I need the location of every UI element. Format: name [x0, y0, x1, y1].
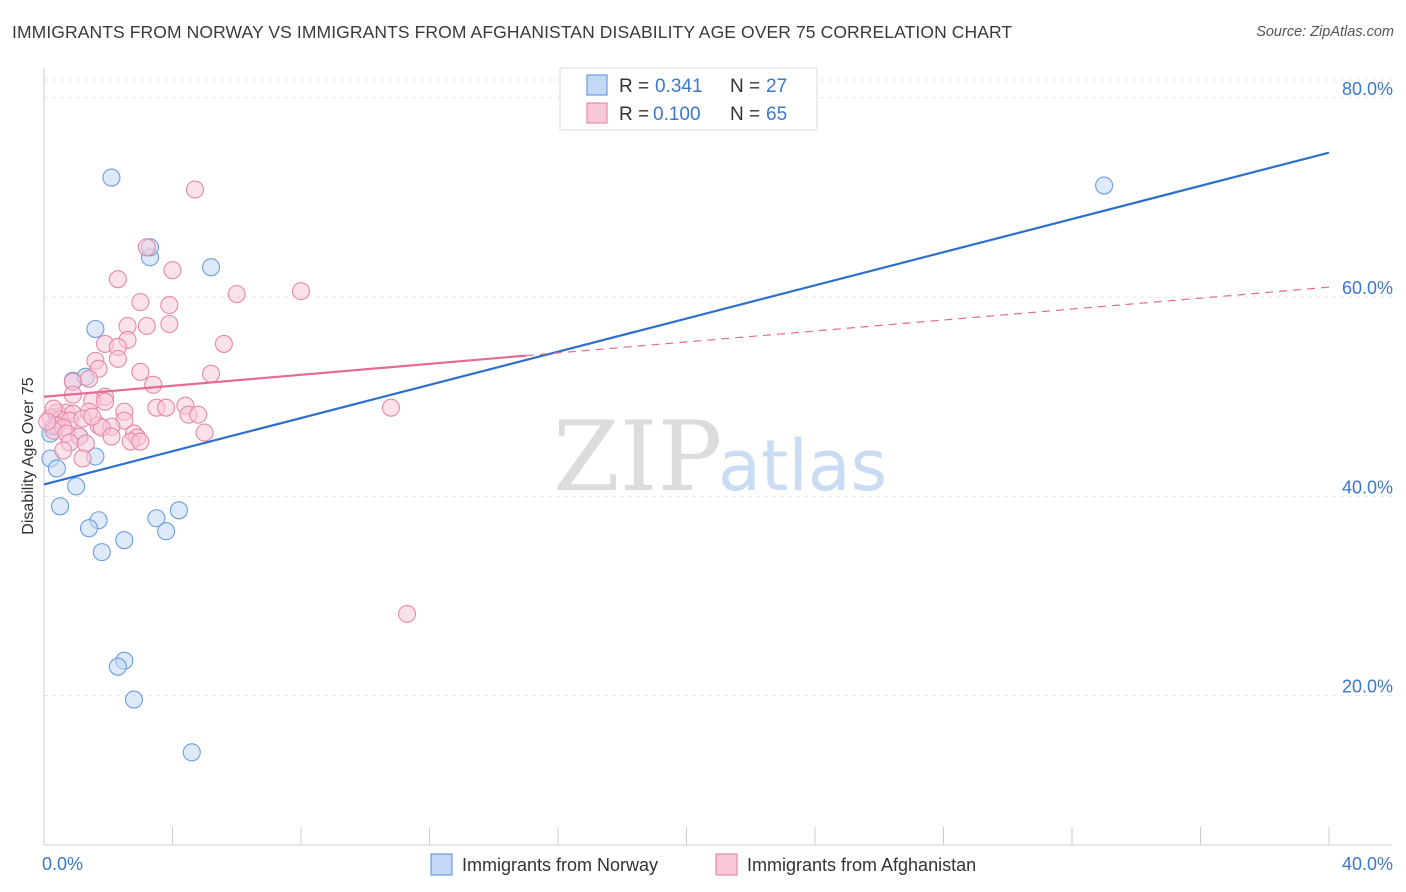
x-tick-label: 0.0% [42, 854, 83, 874]
norway-point [1095, 176, 1114, 195]
norway-n-value: 27 [766, 76, 787, 97]
stats-legend: R = 0.341 N = 27 R = 0.100 N = 65 [559, 67, 818, 131]
norway-point [102, 168, 121, 187]
norway-point [182, 743, 201, 762]
afghanistan-point [214, 334, 233, 353]
afghanistan-point [227, 285, 246, 304]
afghanistan-swatch [586, 102, 608, 124]
afghanistan-point [185, 180, 205, 199]
legend-norway-label: Immigrants from Norway [462, 855, 658, 875]
series-legend: Immigrants from Norway Immigrants from A… [430, 853, 976, 876]
afghanistan-point [54, 441, 73, 460]
chart-title: IMMIGRANTS FROM NORWAY VS IMMIGRANTS FRO… [12, 22, 1013, 42]
watermark-zip: ZIP [553, 401, 722, 513]
norway-point [47, 459, 66, 478]
afghanistan-point [73, 449, 92, 468]
afghanistan-point [160, 296, 179, 315]
watermark-atlas: atlas [718, 425, 887, 507]
y-tick-label: 60.0% [1342, 278, 1393, 298]
afghanistan-point [108, 349, 127, 368]
norway-point [124, 690, 143, 709]
afghanistan-point [202, 364, 221, 383]
norway-swatch [586, 74, 608, 96]
afghanistan-point [83, 407, 102, 426]
x-tick-label: 40.0% [1342, 854, 1393, 874]
norway-trend-line [43, 151, 1330, 486]
y-tick-label: 20.0% [1342, 677, 1393, 697]
afghanistan-point [95, 392, 115, 411]
y-tick-label: 80.0% [1342, 79, 1393, 99]
afghanistan-point [291, 282, 311, 301]
afghanistan-point [195, 423, 214, 442]
afghanistan-point [137, 316, 156, 336]
source-credit: Source: ZipAtlas.com [1256, 24, 1394, 40]
legend-norway-swatch [430, 853, 453, 876]
norway-point [92, 543, 111, 562]
y-tick-label: 40.0% [1342, 477, 1393, 497]
afghanistan-point [102, 427, 121, 446]
afghanistan-n-label: N = [730, 104, 760, 125]
norway-n-label: N = [730, 76, 760, 97]
norway-point [169, 501, 188, 520]
afghanistan-point [131, 293, 150, 312]
y-tick-labels: 20.0% 40.0% 60.0% 80.0% [1342, 79, 1393, 697]
afghanistan-point [76, 434, 95, 453]
afghanistan-point [144, 375, 163, 394]
afghanistan-point [397, 604, 417, 623]
afghanistan-point [157, 398, 176, 417]
legend-afghanistan-swatch [715, 853, 738, 876]
afghanistan-trend-line [43, 354, 526, 398]
afghanistan-point [108, 270, 127, 289]
afghanistan-point [160, 314, 179, 334]
norway-point [79, 519, 99, 538]
afghanistan-point [381, 398, 401, 417]
afghanistan-point [38, 412, 57, 431]
afghanistan-r-label: R = [619, 104, 649, 125]
afghanistan-point [131, 362, 150, 381]
afghanistan-r-value: 0.100 [653, 104, 701, 125]
trend-lines [43, 151, 1330, 486]
x-minor-ticks [43, 827, 1330, 845]
norway-point [157, 522, 176, 541]
x-tick-labels: 0.0% 40.0% [42, 854, 1393, 874]
norway-r-value: 0.341 [655, 76, 703, 97]
legend-afghanistan-label: Immigrants from Afghanistan [747, 855, 976, 875]
data-points [38, 168, 1114, 762]
norway-point [86, 319, 105, 339]
norway-point [147, 509, 166, 528]
norway-point [202, 258, 221, 277]
norway-point [108, 657, 127, 676]
norway-r-label: R = [619, 76, 649, 97]
afghanistan-point [131, 432, 150, 451]
afghanistan-point [79, 369, 99, 388]
norway-point [51, 497, 70, 516]
gridlines [44, 79, 1392, 697]
afghanistan-point [163, 261, 182, 280]
norway-point [67, 477, 86, 496]
afghanistan-point [137, 238, 156, 257]
y-axis-label: Disability Age Over 75 [20, 377, 37, 535]
afghanistan-point [189, 405, 208, 424]
afghanistan-n-value: 65 [766, 104, 787, 125]
norway-point [115, 531, 134, 550]
watermark: ZIP atlas [553, 401, 887, 513]
